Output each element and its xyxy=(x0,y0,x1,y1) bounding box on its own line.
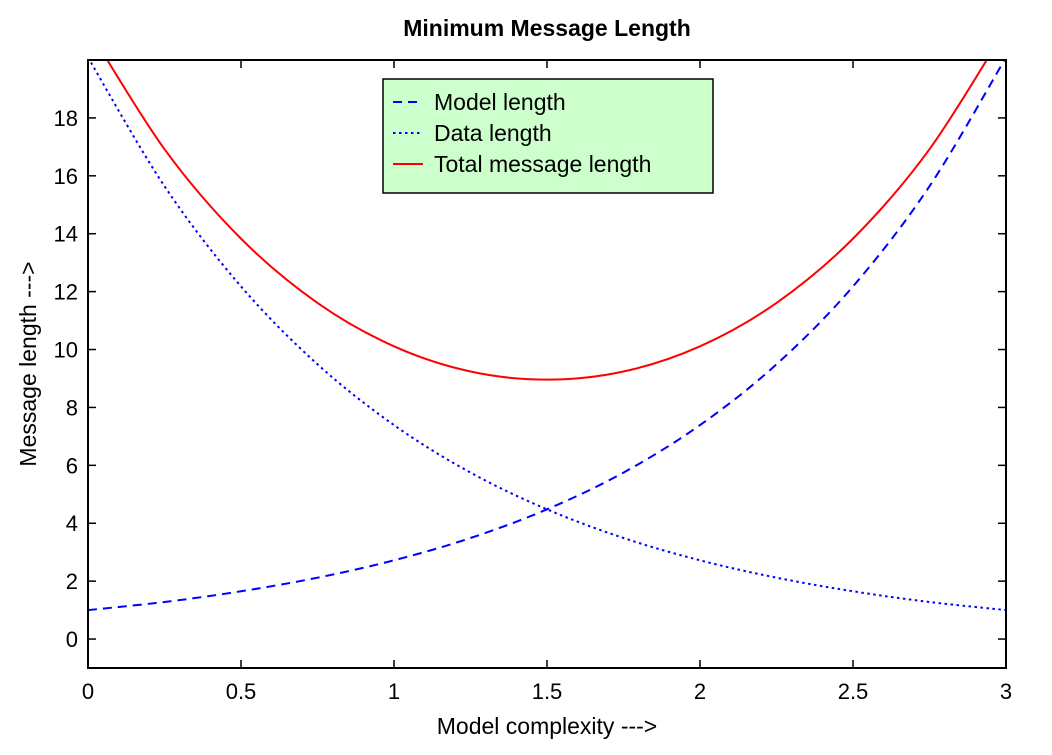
legend-box xyxy=(382,78,714,194)
y-tick-label: 0 xyxy=(66,627,78,652)
legend-label-3: Total message length xyxy=(434,151,651,177)
y-tick-label: 16 xyxy=(54,164,78,189)
series-line-2 xyxy=(88,60,1006,612)
y-tick-label: 8 xyxy=(66,395,78,420)
y-tick-label: 18 xyxy=(54,106,78,131)
tick-label-layer: 0 0.5 1 1.5 2 2.5 3 0 2 4 6 8 10 12 14 16 18 xyxy=(54,106,1013,704)
x-tick-label: 0 xyxy=(82,679,94,704)
plot-frame xyxy=(87,59,1007,669)
x-tick-label: 3 xyxy=(1000,679,1012,704)
series-layer xyxy=(88,60,1006,612)
y-axis-label: Message length ---> xyxy=(15,261,41,466)
x-axis-label: Model complexity ---> xyxy=(437,713,657,739)
x-tick-label: 2 xyxy=(694,679,706,704)
legend-label-2: Data length xyxy=(434,120,552,146)
legend: Model length Data length Total message len… xyxy=(382,78,714,194)
series-line-1 xyxy=(88,60,1006,612)
y-tick-label: 6 xyxy=(66,453,78,478)
x-tick-label: 0.5 xyxy=(226,679,257,704)
y-tick-label: 4 xyxy=(66,511,78,536)
y-tick-label: 14 xyxy=(54,222,78,247)
x-tick-label: 1.5 xyxy=(532,679,563,704)
y-tick-label: 12 xyxy=(54,280,78,305)
y-tick-label: 10 xyxy=(54,338,78,363)
x-tick-label: 2.5 xyxy=(838,679,869,704)
y-tick-label: 2 xyxy=(66,569,78,594)
x-tick-label: 1 xyxy=(388,679,400,704)
series-line-3 xyxy=(106,60,988,381)
legend-label-1: Model length xyxy=(434,89,566,115)
chart-title: Minimum Message Length xyxy=(403,15,691,41)
